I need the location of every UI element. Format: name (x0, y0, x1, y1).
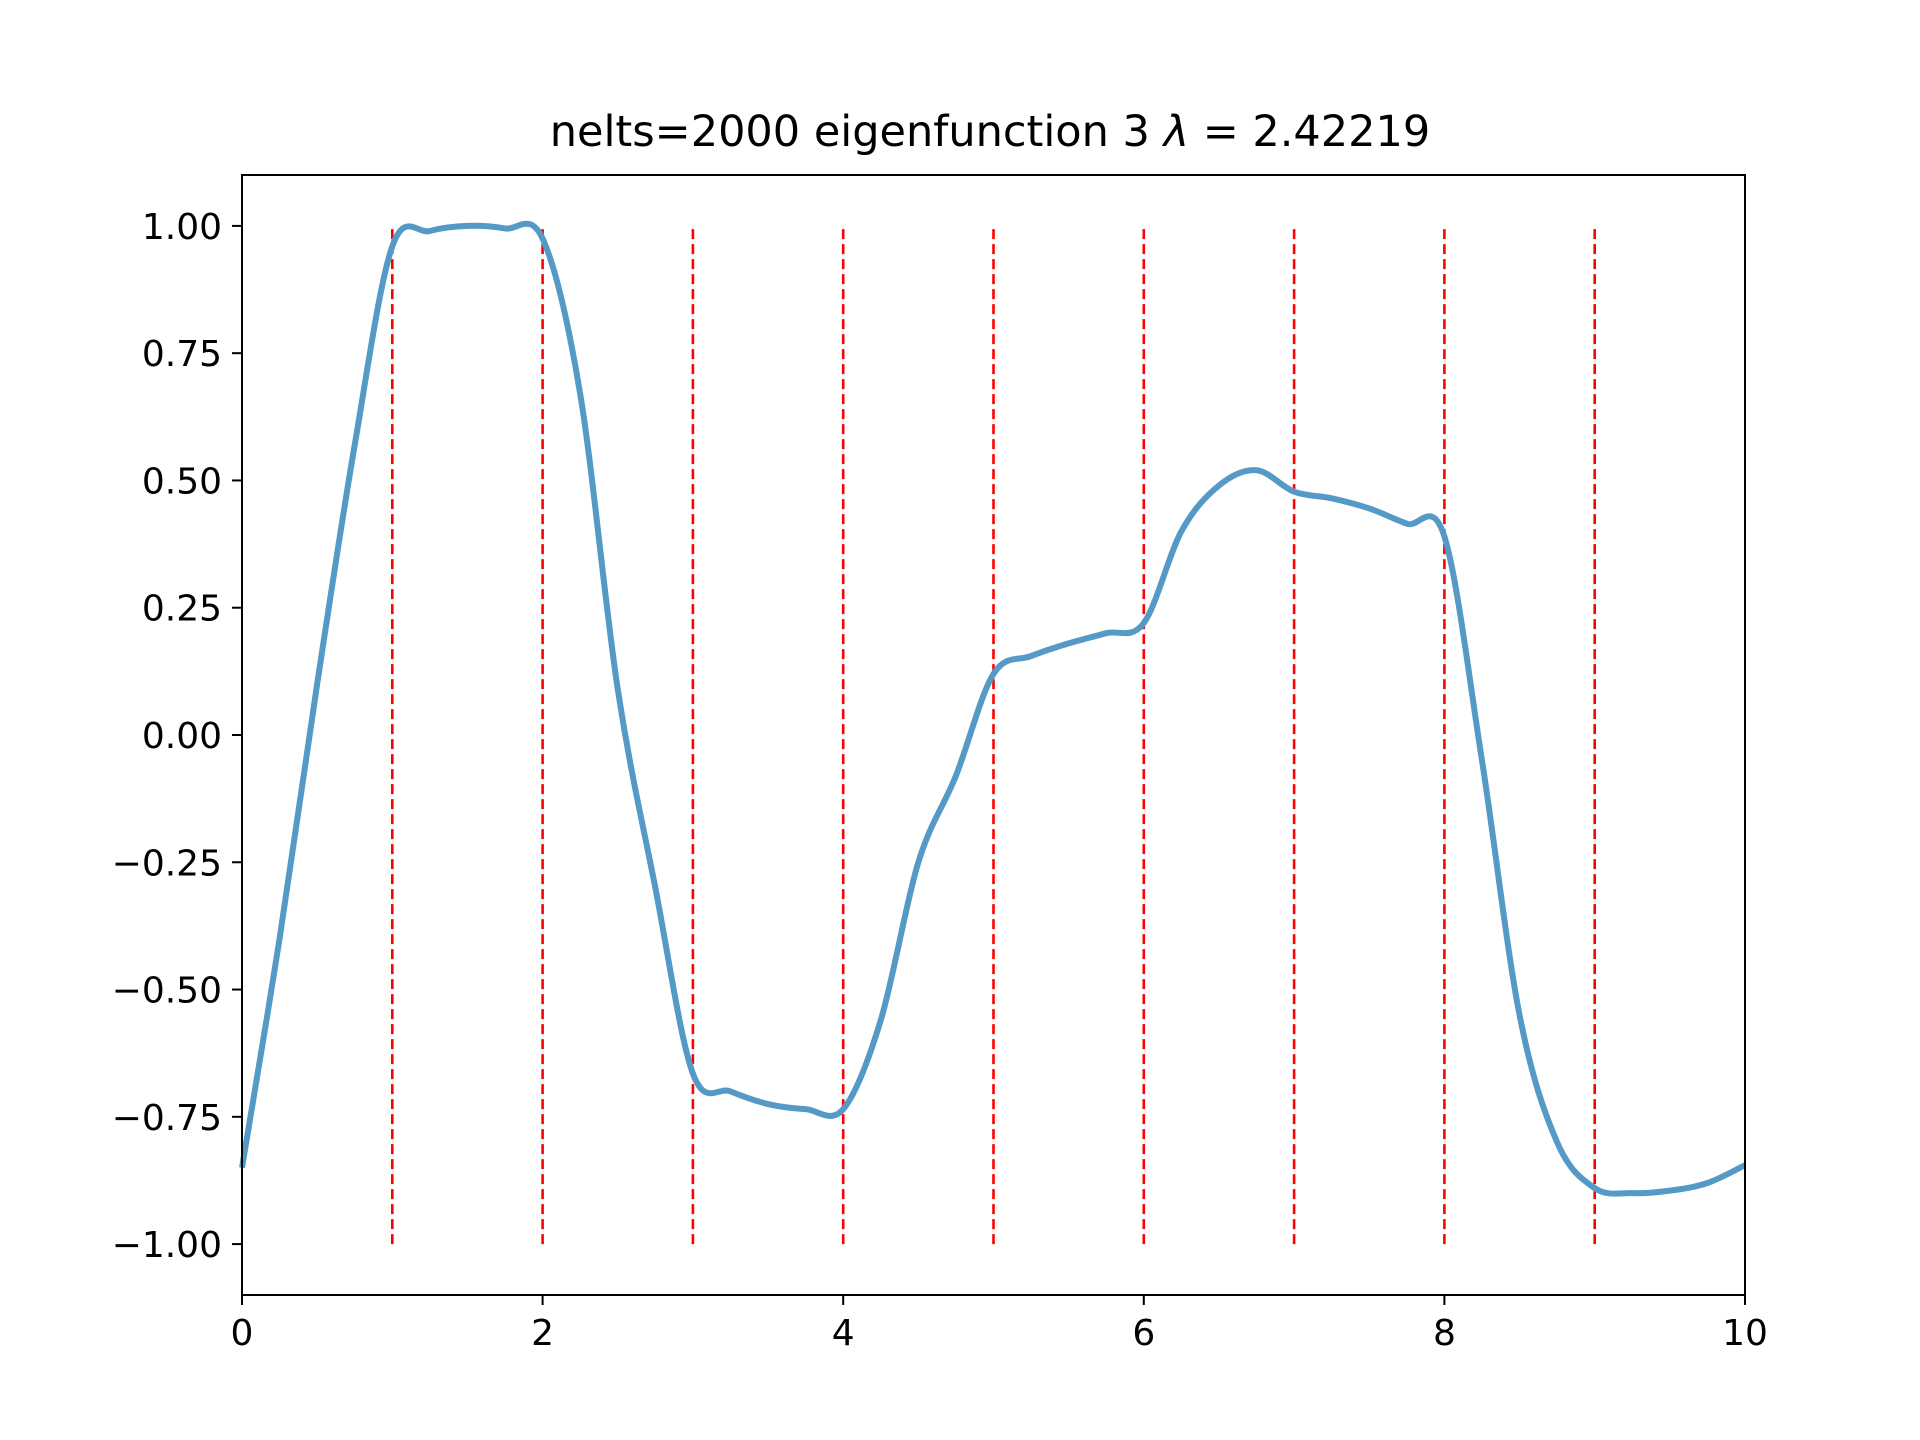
x-tick-label-3: 4 (832, 1313, 855, 1354)
y-tick-label-6: −0.25 (112, 843, 222, 884)
title-lambda: λ (1162, 107, 1189, 157)
y-tick-label-2: 0.75 (142, 334, 222, 375)
x-tick-label-6: 10 (1722, 1313, 1768, 1354)
x-tick-label-4: 6 (1132, 1313, 1155, 1354)
x-tick-label-5: 8 (1433, 1313, 1456, 1354)
y-tick-label-5: 0.00 (142, 716, 222, 757)
y-tick-label-4: 0.25 (142, 589, 222, 630)
series-line-1 (239, 220, 1747, 1197)
x-tick-label-1: 0 (231, 1313, 254, 1354)
y-tick-label-9: −1.00 (112, 1225, 222, 1266)
y-tick-label-3: 0.50 (142, 461, 222, 502)
chart-title: nelts=2000 eigenfunction 3 λ = 2.42219 (550, 107, 1430, 157)
y-tick-label-7: −0.50 (112, 971, 222, 1012)
title-suffix: = 2.42219 (1189, 107, 1430, 157)
y-tick-label-8: −0.75 (112, 1098, 222, 1139)
title-prefix: nelts=2000 eigenfunction 3 (550, 107, 1164, 157)
plot-area: 0 2 4 6 8 10 1.00 0.75 0.50 0.25 0.00 −0.25 −0.50 −0.… (112, 174, 1768, 1354)
y-tick-label-1: 1.00 (142, 207, 222, 248)
x-tick-label-2: 2 (531, 1313, 554, 1354)
